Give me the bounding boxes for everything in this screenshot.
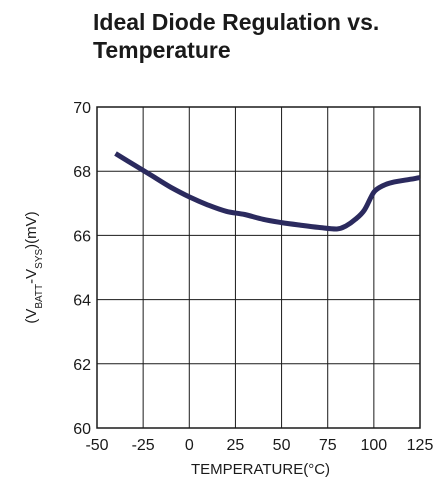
y-tick-label: 66 xyxy=(73,228,91,245)
x-tick-label: 75 xyxy=(319,437,337,454)
x-tick-label: 25 xyxy=(227,437,245,454)
y-tick-labels: 60 62 64 66 68 70 xyxy=(73,100,91,438)
x-tick-label: 0 xyxy=(185,437,194,454)
grid-lines xyxy=(97,107,420,428)
series-line xyxy=(114,151,421,232)
y-tick-label: 62 xyxy=(73,357,91,374)
chart-title: Ideal Diode Regulation vs. Temperature xyxy=(93,9,380,63)
x-tick-label: 50 xyxy=(273,437,291,454)
x-axis-label: TEMPERATURE(°C) xyxy=(191,461,330,478)
y-axis-label: (VBATT-VSYS)(mV) xyxy=(23,211,45,323)
x-tick-label: -25 xyxy=(132,437,155,454)
x-tick-label: 125 xyxy=(407,437,434,454)
plot-frame xyxy=(96,106,421,429)
y-tick-label: 70 xyxy=(73,100,91,117)
y-tick-label: 68 xyxy=(73,164,91,181)
y-tick-label: 64 xyxy=(73,293,91,310)
x-tick-label: -50 xyxy=(85,437,108,454)
x-tick-label: 100 xyxy=(361,437,388,454)
y-tick-label: 60 xyxy=(73,421,91,438)
x-tick-labels: -50 -25 0 25 50 75 100 125 xyxy=(85,437,433,454)
